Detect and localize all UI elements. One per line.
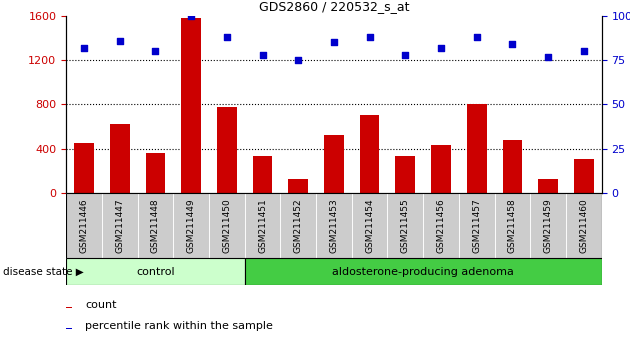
FancyBboxPatch shape (352, 193, 387, 258)
Text: GSM211449: GSM211449 (186, 198, 195, 253)
FancyBboxPatch shape (244, 258, 602, 285)
Bar (431, 145, 451, 193)
Text: aldosterone-producing adenoma: aldosterone-producing adenoma (332, 267, 514, 277)
Text: GSM211451: GSM211451 (258, 198, 267, 253)
Bar (324, 135, 344, 193)
Text: GSM211446: GSM211446 (79, 198, 88, 253)
Point (151, 48, 161, 54)
FancyBboxPatch shape (280, 193, 316, 258)
Bar (538, 178, 558, 193)
FancyBboxPatch shape (137, 193, 173, 258)
Bar (110, 124, 130, 193)
Bar (66, 307, 72, 308)
FancyBboxPatch shape (102, 193, 137, 258)
Bar (396, 156, 415, 193)
Point (472, 34, 482, 40)
Point (222, 34, 232, 40)
Title: GDS2860 / 220532_s_at: GDS2860 / 220532_s_at (259, 0, 409, 13)
Text: GSM211455: GSM211455 (401, 198, 410, 253)
Text: control: control (136, 267, 175, 277)
FancyBboxPatch shape (316, 193, 352, 258)
Bar (146, 153, 165, 193)
Point (115, 38, 125, 44)
Point (507, 41, 517, 47)
Point (436, 45, 446, 51)
FancyBboxPatch shape (459, 193, 495, 258)
Text: count: count (85, 299, 117, 310)
Bar (181, 18, 201, 193)
Text: GSM211452: GSM211452 (294, 198, 302, 253)
Text: GSM211459: GSM211459 (544, 198, 553, 253)
FancyBboxPatch shape (66, 193, 102, 258)
Bar (66, 328, 72, 329)
FancyBboxPatch shape (387, 193, 423, 258)
FancyBboxPatch shape (495, 193, 530, 258)
FancyBboxPatch shape (173, 193, 209, 258)
Point (186, 13, 196, 19)
Text: GSM211450: GSM211450 (222, 198, 231, 253)
Text: GSM211456: GSM211456 (437, 198, 445, 253)
Point (329, 40, 339, 45)
Bar (253, 156, 272, 193)
Bar (74, 143, 94, 193)
FancyBboxPatch shape (530, 193, 566, 258)
Text: percentile rank within the sample: percentile rank within the sample (85, 321, 273, 331)
FancyBboxPatch shape (244, 193, 280, 258)
Point (365, 34, 375, 40)
FancyBboxPatch shape (566, 193, 602, 258)
Text: disease state ▶: disease state ▶ (3, 267, 84, 277)
FancyBboxPatch shape (66, 258, 244, 285)
Text: GSM211453: GSM211453 (329, 198, 338, 253)
Point (293, 57, 303, 63)
Point (400, 52, 410, 58)
Text: GSM211458: GSM211458 (508, 198, 517, 253)
Text: GSM211457: GSM211457 (472, 198, 481, 253)
Point (258, 52, 268, 58)
Bar (574, 159, 593, 193)
Point (79, 45, 89, 51)
Bar (360, 115, 379, 193)
Bar (289, 178, 308, 193)
Text: GSM211454: GSM211454 (365, 198, 374, 253)
Point (543, 54, 553, 59)
Bar (467, 104, 486, 193)
Point (579, 48, 589, 54)
Bar (503, 140, 522, 193)
Text: GSM211447: GSM211447 (115, 198, 124, 253)
FancyBboxPatch shape (209, 193, 244, 258)
Text: GSM211460: GSM211460 (580, 198, 588, 253)
FancyBboxPatch shape (423, 193, 459, 258)
Text: GSM211448: GSM211448 (151, 198, 160, 253)
Bar (217, 107, 237, 193)
